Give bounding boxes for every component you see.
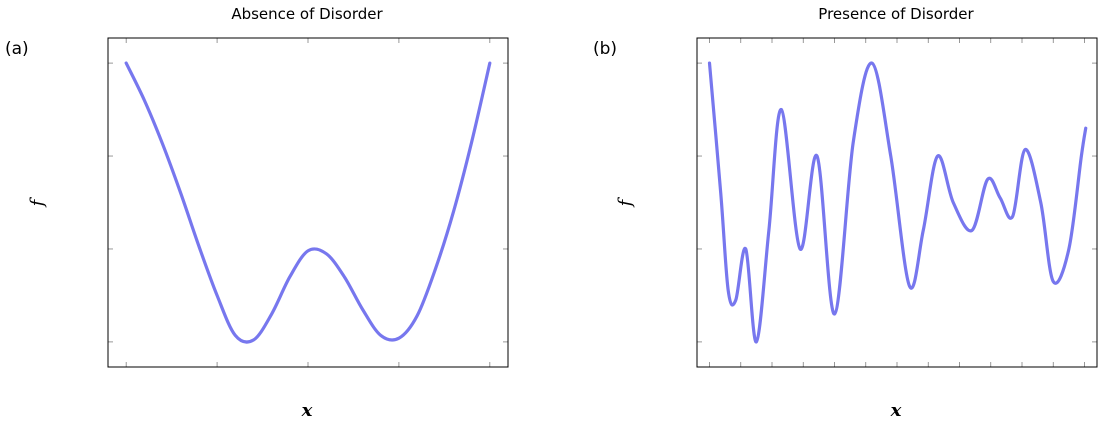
series-line-a [124, 61, 492, 344]
plot-frame-a [107, 37, 509, 368]
panel-a: (a) Absence of Disorder f x [5, 5, 509, 421]
x-axis-label-b: x [890, 400, 902, 421]
panel-label-a: (a) [5, 39, 29, 59]
y-axis-label-b: f [615, 196, 636, 208]
chart-title-b: Presence of Disorder [818, 5, 974, 23]
x-axis-label-a: x [301, 400, 313, 421]
panel-label-b: (b) [593, 39, 617, 59]
panel-b: (b) Presence of Disorder f x [593, 5, 1098, 421]
plot-frame-b [696, 37, 1098, 368]
y-axis-label-a: f [27, 196, 48, 208]
ticks-a [108, 38, 508, 367]
chart-title-a: Absence of Disorder [231, 5, 383, 23]
series-line-b [707, 61, 1088, 344]
ticks-b [697, 38, 1097, 367]
